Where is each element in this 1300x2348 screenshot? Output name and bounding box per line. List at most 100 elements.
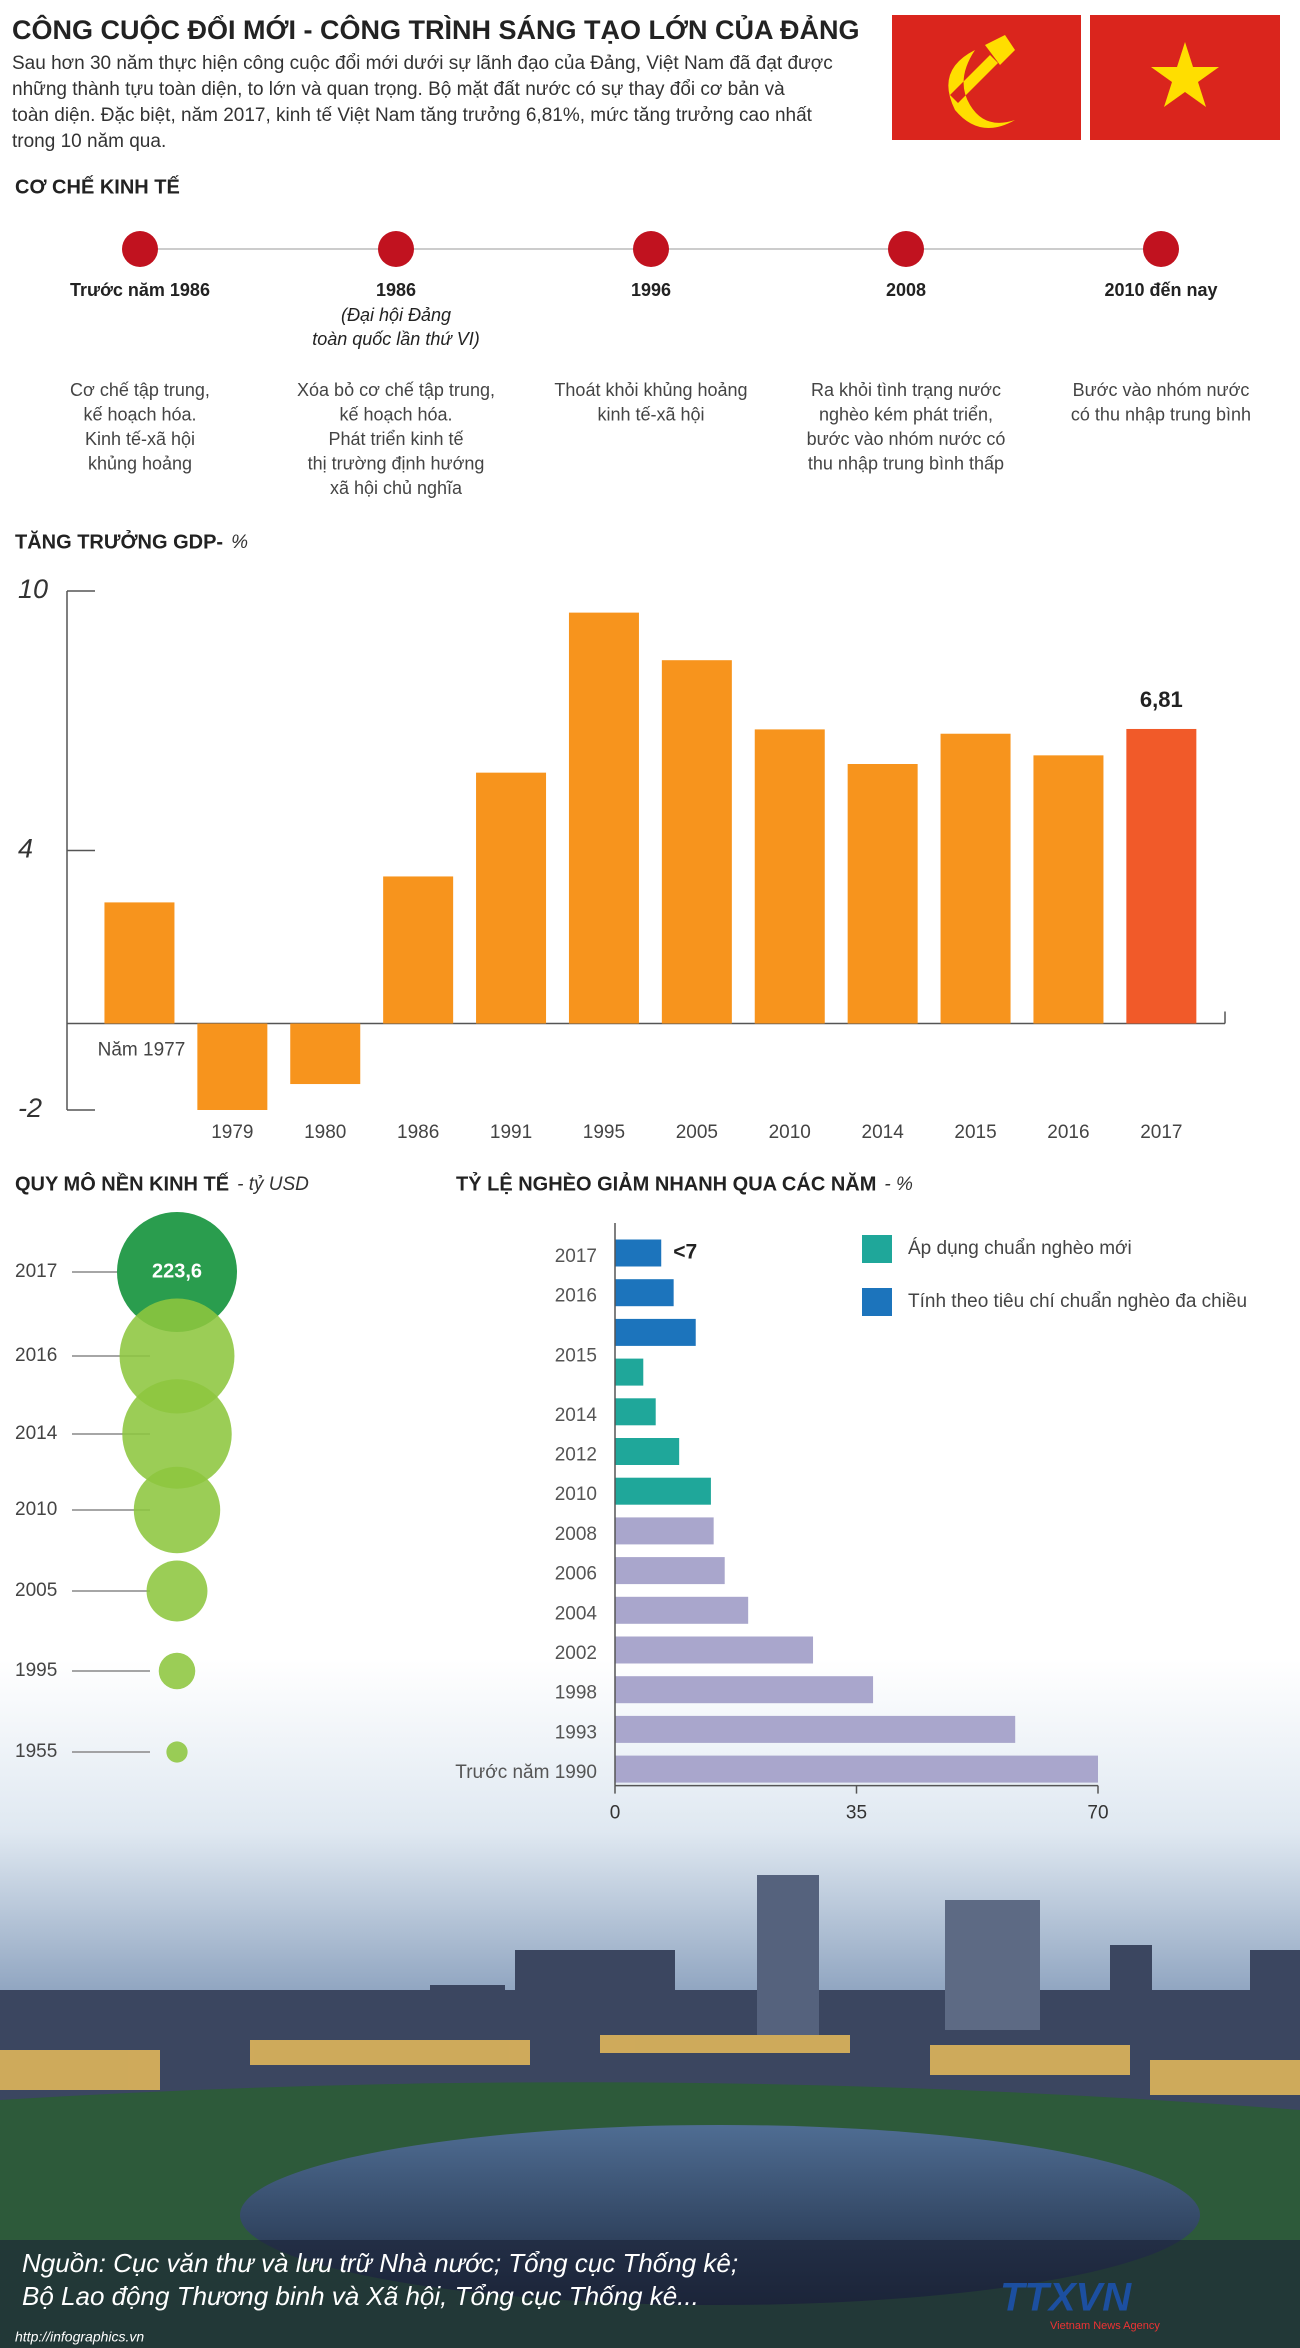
intro-line: những thành tựu toàn diện, to lớn và qua… xyxy=(12,79,785,100)
bar xyxy=(847,764,918,1024)
bar xyxy=(615,1517,714,1545)
category-label: 1955 xyxy=(15,1741,57,1762)
timeline: Trước năm 1986 Cơ chế tập trung, kế hoạch … xyxy=(70,231,1251,498)
timeline-dot xyxy=(122,231,158,267)
category-label: Trước năm 1990 xyxy=(455,1762,597,1783)
category-label: 1998 xyxy=(555,1683,597,1704)
category-label: 2002 xyxy=(555,1643,597,1664)
category-label: 1993 xyxy=(555,1722,597,1743)
chart-subtitle: % xyxy=(231,532,248,553)
legend-swatch xyxy=(862,1288,892,1316)
bubble xyxy=(146,1560,208,1622)
y-tick-label: 10 xyxy=(18,574,48,604)
timeline-dot xyxy=(888,231,924,267)
y-tick-label: -2 xyxy=(18,1093,42,1123)
timeline-desc: xã hội chủ nghĩa xyxy=(330,478,463,498)
bar xyxy=(383,876,454,1024)
x-tick-label: 2016 xyxy=(1047,1122,1089,1143)
chart-subtitle: - % xyxy=(884,1174,913,1195)
x-tick-label: 2005 xyxy=(676,1122,718,1143)
logo: TTXVN xyxy=(1000,2276,1132,2320)
bar xyxy=(290,1023,361,1085)
chart-title: TĂNG TRƯỞNG GDP- xyxy=(15,529,223,553)
category-label: 2005 xyxy=(15,1580,57,1601)
timeline-dot xyxy=(633,231,669,267)
timeline-desc: Kinh tế-xã hội xyxy=(85,429,195,449)
bubble xyxy=(133,1466,221,1554)
bar xyxy=(615,1477,711,1505)
x-tick-label: 1986 xyxy=(397,1122,439,1143)
x-tick-label: 2014 xyxy=(862,1122,905,1143)
bar xyxy=(568,612,639,1024)
timeline-desc: bước vào nhóm nước có xyxy=(807,429,1006,449)
intro-line: Sau hơn 30 năm thực hiện công cuộc đổi m… xyxy=(12,53,833,74)
legend-swatch xyxy=(862,1235,892,1263)
value-label: 6,81 xyxy=(1140,687,1183,712)
x-tick-label: 2015 xyxy=(954,1122,996,1143)
bar xyxy=(615,1358,644,1386)
bar xyxy=(615,1636,814,1664)
title: CÔNG CUỘC ĐỔI MỚI - CÔNG TRÌNH SÁNG TẠO … xyxy=(12,13,860,45)
chart-title: TỶ LỆ NGHÈO GIẢM NHANH QUA CÁC NĂM xyxy=(456,1171,876,1195)
x-tick-label: 70 xyxy=(1087,1803,1108,1824)
website: http://infographics.vn xyxy=(15,2329,144,2345)
timeline-desc: thu nhập trung bình thấp xyxy=(808,453,1004,473)
bubble xyxy=(166,1741,188,1763)
bubble xyxy=(158,1652,196,1690)
timeline-label: 2010 đến nay xyxy=(1104,280,1217,300)
timeline-dot xyxy=(378,231,414,267)
timeline-desc: Thoát khỏi khủng hoảng xyxy=(554,380,747,400)
timeline-desc: kế hoạch hóa. xyxy=(339,404,452,424)
logo-tagline: Vietnam News Agency xyxy=(1050,2320,1160,2332)
category-label: 2006 xyxy=(555,1564,597,1585)
footer: Nguồn: Cục văn thư và lưu trữ Nhà nước; … xyxy=(15,2248,1160,2345)
chart-subtitle: - tỷ USD xyxy=(237,1174,309,1195)
bar xyxy=(476,772,547,1024)
x-tick-label: 0 xyxy=(610,1803,621,1824)
intro-line: trong 10 năm qua. xyxy=(12,131,166,152)
bar xyxy=(940,733,1011,1024)
timeline-desc: Ra khỏi tình trạng nước xyxy=(811,380,1001,400)
timeline-label: Trước năm 1986 xyxy=(70,280,210,300)
bar xyxy=(615,1676,874,1704)
y-tick-label: 4 xyxy=(18,834,33,864)
category-label: 2010 xyxy=(15,1499,57,1520)
timeline-label: 1986 xyxy=(376,280,416,300)
bar xyxy=(615,1398,656,1426)
bar xyxy=(615,1755,1098,1783)
bubble xyxy=(117,1212,237,1332)
category-label: 1995 xyxy=(15,1660,57,1681)
timeline-desc: Xóa bỏ cơ chế tập trung, xyxy=(297,380,495,400)
intro-line: toàn diện. Đặc biệt, năm 2017, kinh tế V… xyxy=(12,105,813,126)
bar xyxy=(615,1596,749,1624)
timeline-label: 2008 xyxy=(886,280,926,300)
x-tick-label: Năm 1977 xyxy=(98,1040,186,1061)
category-label: 2014 xyxy=(15,1423,58,1444)
bar xyxy=(615,1318,696,1346)
timeline-label: 1996 xyxy=(631,280,671,300)
category-label: 2008 xyxy=(555,1524,597,1545)
timeline-desc: kế hoạch hóa. xyxy=(83,404,196,424)
bubble xyxy=(122,1379,232,1489)
category-label: 2004 xyxy=(555,1603,598,1624)
x-tick-label: 2010 xyxy=(769,1122,811,1143)
timeline-note: (Đại hội Đảng xyxy=(341,305,451,325)
bar xyxy=(197,1023,268,1110)
bar xyxy=(615,1279,674,1307)
bubble xyxy=(119,1298,235,1414)
x-tick-label: 2017 xyxy=(1140,1122,1182,1143)
category-label: 2016 xyxy=(15,1345,57,1366)
category-label: 2016 xyxy=(555,1286,597,1307)
category-label: 2017 xyxy=(555,1246,597,1267)
category-label: 2015 xyxy=(555,1345,597,1366)
category-label: 2010 xyxy=(555,1484,597,1505)
category-label: 2014 xyxy=(555,1405,598,1426)
timeline-desc: Cơ chế tập trung, xyxy=(70,380,210,400)
bar xyxy=(615,1438,680,1465)
bar xyxy=(661,660,732,1024)
bar xyxy=(615,1557,725,1585)
timeline-desc: nghèo kém phát triển, xyxy=(819,404,993,424)
flags xyxy=(892,15,1280,140)
category-label: 2017 xyxy=(15,1261,57,1282)
bar xyxy=(615,1239,662,1267)
